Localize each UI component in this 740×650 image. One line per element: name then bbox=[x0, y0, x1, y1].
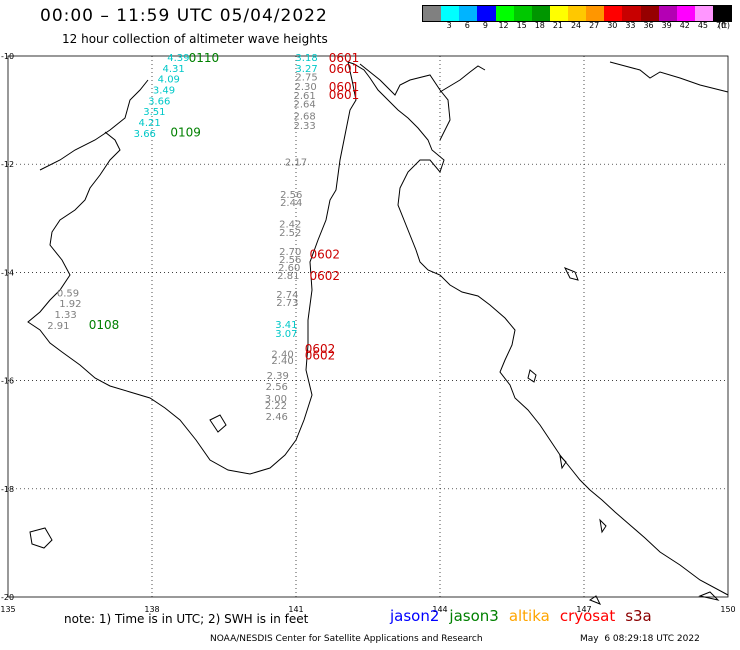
wave-height-value: 4.31 bbox=[162, 64, 184, 75]
pass-time-label: 0602 bbox=[305, 349, 336, 363]
wave-height-value: 0.59 bbox=[57, 288, 79, 299]
wave-height-observations: 4.394.314.093.493.663.514.213.663.183.27… bbox=[47, 53, 317, 423]
pass-time-label: 0110 bbox=[189, 51, 220, 65]
latitude-tick-label: -16 bbox=[1, 377, 14, 386]
latitude-tick-label: -14 bbox=[1, 268, 14, 277]
latitude-tick-label: -18 bbox=[1, 485, 14, 494]
latitude-tick-label: -10 bbox=[1, 52, 14, 61]
pass-time-label: 0601 bbox=[329, 88, 360, 102]
wave-height-value: 2.52 bbox=[279, 228, 301, 239]
credit-line: NOAA/NESDIS Center for Satellite Applica… bbox=[210, 634, 483, 644]
wave-height-value: 3.18 bbox=[295, 53, 317, 64]
satellite-legend: jason2 jason3 altika cryosat s3a bbox=[390, 607, 662, 625]
wave-height-value: 2.17 bbox=[285, 157, 307, 168]
wave-height-value: 2.33 bbox=[294, 121, 316, 132]
wave-height-value: 3.66 bbox=[148, 96, 170, 107]
latitude-tick-label: -20 bbox=[1, 593, 14, 602]
legend-entry-jason3: jason3 bbox=[449, 607, 498, 625]
pass-time-label: 0602 bbox=[310, 247, 341, 261]
pass-time-labels: 0110010901080601060106010601060206020602… bbox=[89, 51, 360, 363]
latitude-tick-label: -12 bbox=[1, 160, 14, 169]
wave-height-value: 2.44 bbox=[280, 198, 302, 209]
longitude-tick-label: 135 bbox=[0, 605, 15, 614]
pass-time-label: 0108 bbox=[89, 318, 120, 332]
wave-height-value: 2.81 bbox=[277, 271, 299, 282]
wave-height-value: 1.92 bbox=[59, 299, 81, 310]
wave-height-value: 3.66 bbox=[134, 129, 156, 140]
wave-height-value: 2.64 bbox=[294, 100, 316, 111]
wave-height-value: 2.56 bbox=[266, 382, 288, 393]
longitude-tick-label: 150 bbox=[720, 605, 735, 614]
generated-timestamp: May 6 08:29:18 UTC 2022 bbox=[580, 634, 700, 644]
wave-height-value: 2.91 bbox=[47, 321, 69, 332]
legend-entry-s3a: s3a bbox=[625, 607, 652, 625]
coastline bbox=[28, 62, 728, 604]
wave-height-value: 3.07 bbox=[275, 329, 297, 340]
wave-height-value: 2.46 bbox=[266, 412, 288, 423]
pass-time-label: 0602 bbox=[310, 269, 341, 283]
wave-height-value: 1.33 bbox=[54, 310, 76, 321]
pass-time-label: 0601 bbox=[329, 62, 360, 76]
legend-entry-cryosat: cryosat bbox=[560, 607, 615, 625]
footnote: note: 1) Time is in UTC; 2) SWH is in fe… bbox=[64, 612, 308, 626]
wave-height-value: 2.73 bbox=[276, 298, 298, 309]
wave-height-value: 2.22 bbox=[265, 401, 287, 412]
wave-height-value: 2.40 bbox=[271, 356, 293, 367]
pass-time-label: 0109 bbox=[170, 126, 201, 140]
wave-height-value: 4.39 bbox=[167, 53, 189, 64]
wave-height-value: 3.51 bbox=[143, 107, 165, 118]
wave-height-value: 2.39 bbox=[267, 371, 289, 382]
wave-height-value: 4.21 bbox=[138, 118, 160, 129]
wave-height-value: 4.09 bbox=[158, 75, 180, 86]
legend-entry-altika: altika bbox=[509, 607, 550, 625]
legend-entry-jason2: jason2 bbox=[390, 607, 439, 625]
wave-height-value: 3.49 bbox=[153, 86, 175, 97]
